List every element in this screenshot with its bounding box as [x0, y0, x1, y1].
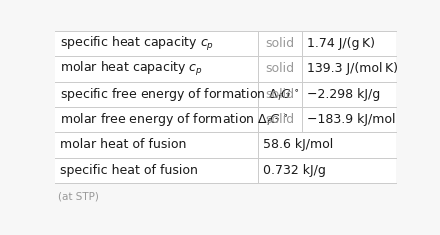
Text: solid: solid [265, 88, 295, 101]
Text: molar free energy of formation $\Delta_f G^\circ$: molar free energy of formation $\Delta_f… [60, 111, 288, 128]
FancyBboxPatch shape [55, 132, 396, 158]
Text: −2.298 kJ/g: −2.298 kJ/g [307, 88, 381, 101]
FancyBboxPatch shape [55, 31, 396, 56]
Text: molar heat of fusion: molar heat of fusion [60, 138, 187, 151]
FancyBboxPatch shape [55, 82, 396, 107]
Text: molar heat capacity $c_p$: molar heat capacity $c_p$ [60, 60, 203, 78]
Text: 139.3 J/(mol K): 139.3 J/(mol K) [307, 63, 398, 75]
Text: solid: solid [265, 113, 295, 126]
FancyBboxPatch shape [55, 158, 396, 183]
FancyBboxPatch shape [55, 56, 396, 82]
Text: −183.9 kJ/mol: −183.9 kJ/mol [307, 113, 396, 126]
FancyBboxPatch shape [55, 107, 396, 132]
Text: specific free energy of formation $\Delta_f G^\circ$: specific free energy of formation $\Delt… [60, 86, 299, 103]
Text: (at STP): (at STP) [58, 192, 99, 202]
Text: 58.6 kJ/mol: 58.6 kJ/mol [263, 138, 333, 151]
Text: 0.732 kJ/g: 0.732 kJ/g [263, 164, 326, 177]
Text: solid: solid [265, 37, 295, 50]
Text: specific heat of fusion: specific heat of fusion [60, 164, 198, 177]
Text: solid: solid [265, 63, 295, 75]
Text: specific heat capacity $c_p$: specific heat capacity $c_p$ [60, 35, 214, 53]
Text: 1.74 J/(g K): 1.74 J/(g K) [307, 37, 375, 50]
